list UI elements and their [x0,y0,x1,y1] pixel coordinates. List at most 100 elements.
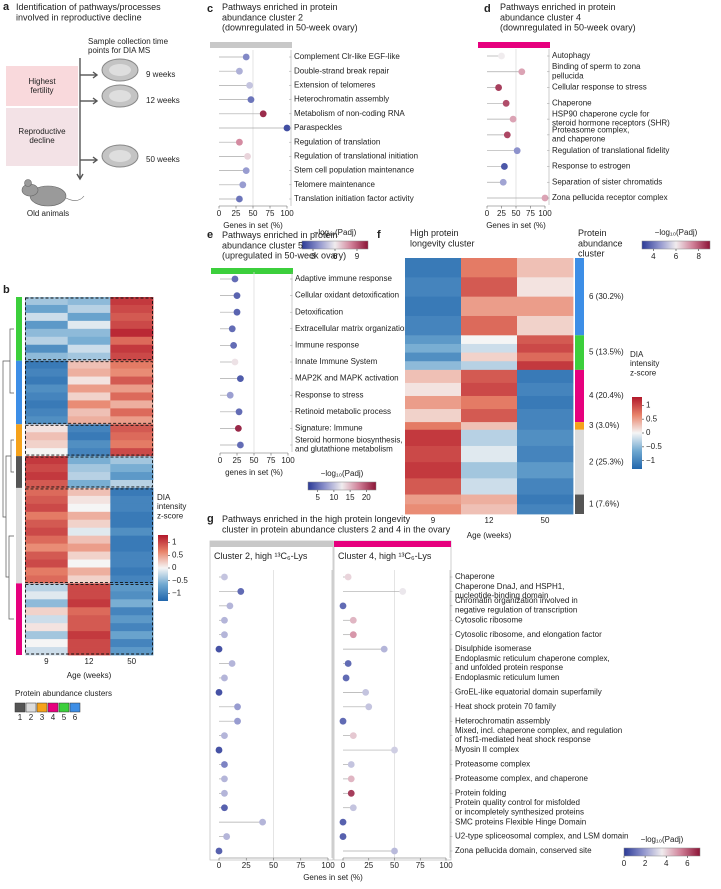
colorbar-tick-label: 0.5 [646,414,658,423]
category-label: Separation of sister chromatids [552,177,662,186]
dot [259,818,266,826]
heatmap-cell [25,487,69,497]
dot [239,181,247,189]
x-tick-label: 0 [217,209,222,218]
heatmap-cell [110,312,154,322]
heatmap-cell [517,445,574,463]
colorbar [632,397,642,469]
dot [242,167,250,175]
heatmap-cell [67,583,111,592]
heatmap-cell [67,464,111,473]
heatmap-cell [67,487,111,497]
heatmap-cell [25,400,69,409]
heatmap-cell [67,360,111,369]
heatmap-cell [405,369,462,384]
x-axis-title: genes in set (%) [225,468,283,477]
category-label: Telomere maintenance [294,180,375,189]
heatmap-cell [461,409,518,423]
dot [365,703,373,711]
text-line: HSP90 chaperone cycle for [552,110,650,119]
heatmap-cell [461,277,518,298]
text-line: Protein quality control for misfolded [455,798,580,807]
category-label: Regulation of translation [294,137,380,146]
category-label: Complement Clr-like EGF-like [294,52,400,61]
heatmap-cell [67,591,111,600]
heatmap-cell [110,336,154,346]
heatmap-cell [405,335,462,345]
panel-title: Pathways enriched in the high protein lo… [222,514,451,534]
dot [339,602,347,610]
heatmap-cell [25,392,69,401]
colorbar-tick-label: 4 [664,859,669,868]
text-line: longevity cluster [410,238,475,248]
text-line: Pathways enriched in protein [222,2,338,12]
colorbar-tick-label: −1 [646,456,656,465]
heatmap-cell [461,343,518,353]
x-tick-label: 100 [281,456,295,465]
heatmap-cell [110,527,154,537]
text-line: Mixed, incl. chaperone complex, and regu… [455,726,622,735]
legend-label: 1 [18,713,23,722]
legend-label: 4 [51,713,56,722]
dot [221,789,228,797]
dot [221,761,228,768]
panel-letter: g [207,513,214,525]
x-axis-title: Genes in set (%) [303,873,363,882]
heatmap-cell [110,400,154,409]
panel-letter: b [3,284,10,296]
heatmap-cell [67,559,111,568]
heatmap-cell [25,304,69,314]
category-label: Steroid hormone biosynthesis, and glutath… [295,436,403,454]
colorbar-tick-label: 6 [674,252,679,261]
cluster-bar [575,335,584,370]
heatmap-cell [110,607,154,616]
dot [541,194,549,202]
heatmap-cell [517,335,574,345]
dot [221,573,228,581]
heatmap-cell [67,297,111,306]
heatmap-cell [67,472,111,481]
x-tick-label: 50 [250,456,259,465]
header-bar [211,268,293,274]
dot [234,717,241,725]
dot [339,717,347,725]
heatmap-cell [25,575,69,584]
colorbar-tick-label: 1 [172,538,177,547]
heatmap-cell [25,607,69,616]
colorbar-label: DIA intensity z-score [630,350,659,377]
dot [503,131,511,139]
heatmap-cell [110,352,154,362]
panel-letter: d [484,3,491,15]
category-label: Proteasome complex, and chaperone [552,125,629,143]
header-bar [478,42,550,48]
heatmap-cell [67,607,111,616]
heatmap-cell [461,445,518,463]
text-line: abundance cluster 5 [222,240,303,250]
heatmap-cell [110,456,154,465]
text-line: pellucida [552,71,584,80]
heatmap-cell [110,448,154,457]
text-line: Identification of pathways/processes [16,2,161,12]
heatmap-cell [67,376,111,385]
mouse-icon [21,179,85,207]
heatmap-cell [517,409,574,423]
colorbar [623,847,701,857]
heatmap-cell [405,277,462,298]
text-line: DIA [157,493,171,502]
heatmap-cell [67,599,111,608]
heatmap-cell [67,328,111,338]
heatmap-cell [25,551,69,560]
heatmap-cell [67,511,111,521]
dot [231,358,239,366]
heatmap-cell [67,352,111,362]
heatmap-cell [67,479,111,489]
cluster-bar [16,487,22,584]
x-tick-label: 75 [296,861,305,870]
text-line: involved in reproductive decline [16,12,142,22]
heatmap-cell [25,432,69,441]
heatmap-cell [25,320,69,330]
heatmap-cell [405,343,462,353]
category-label: Response to estrogen [552,162,630,171]
x-tick-label: 0 [485,209,490,218]
x-axis-title: Age (weeks) [467,531,512,540]
